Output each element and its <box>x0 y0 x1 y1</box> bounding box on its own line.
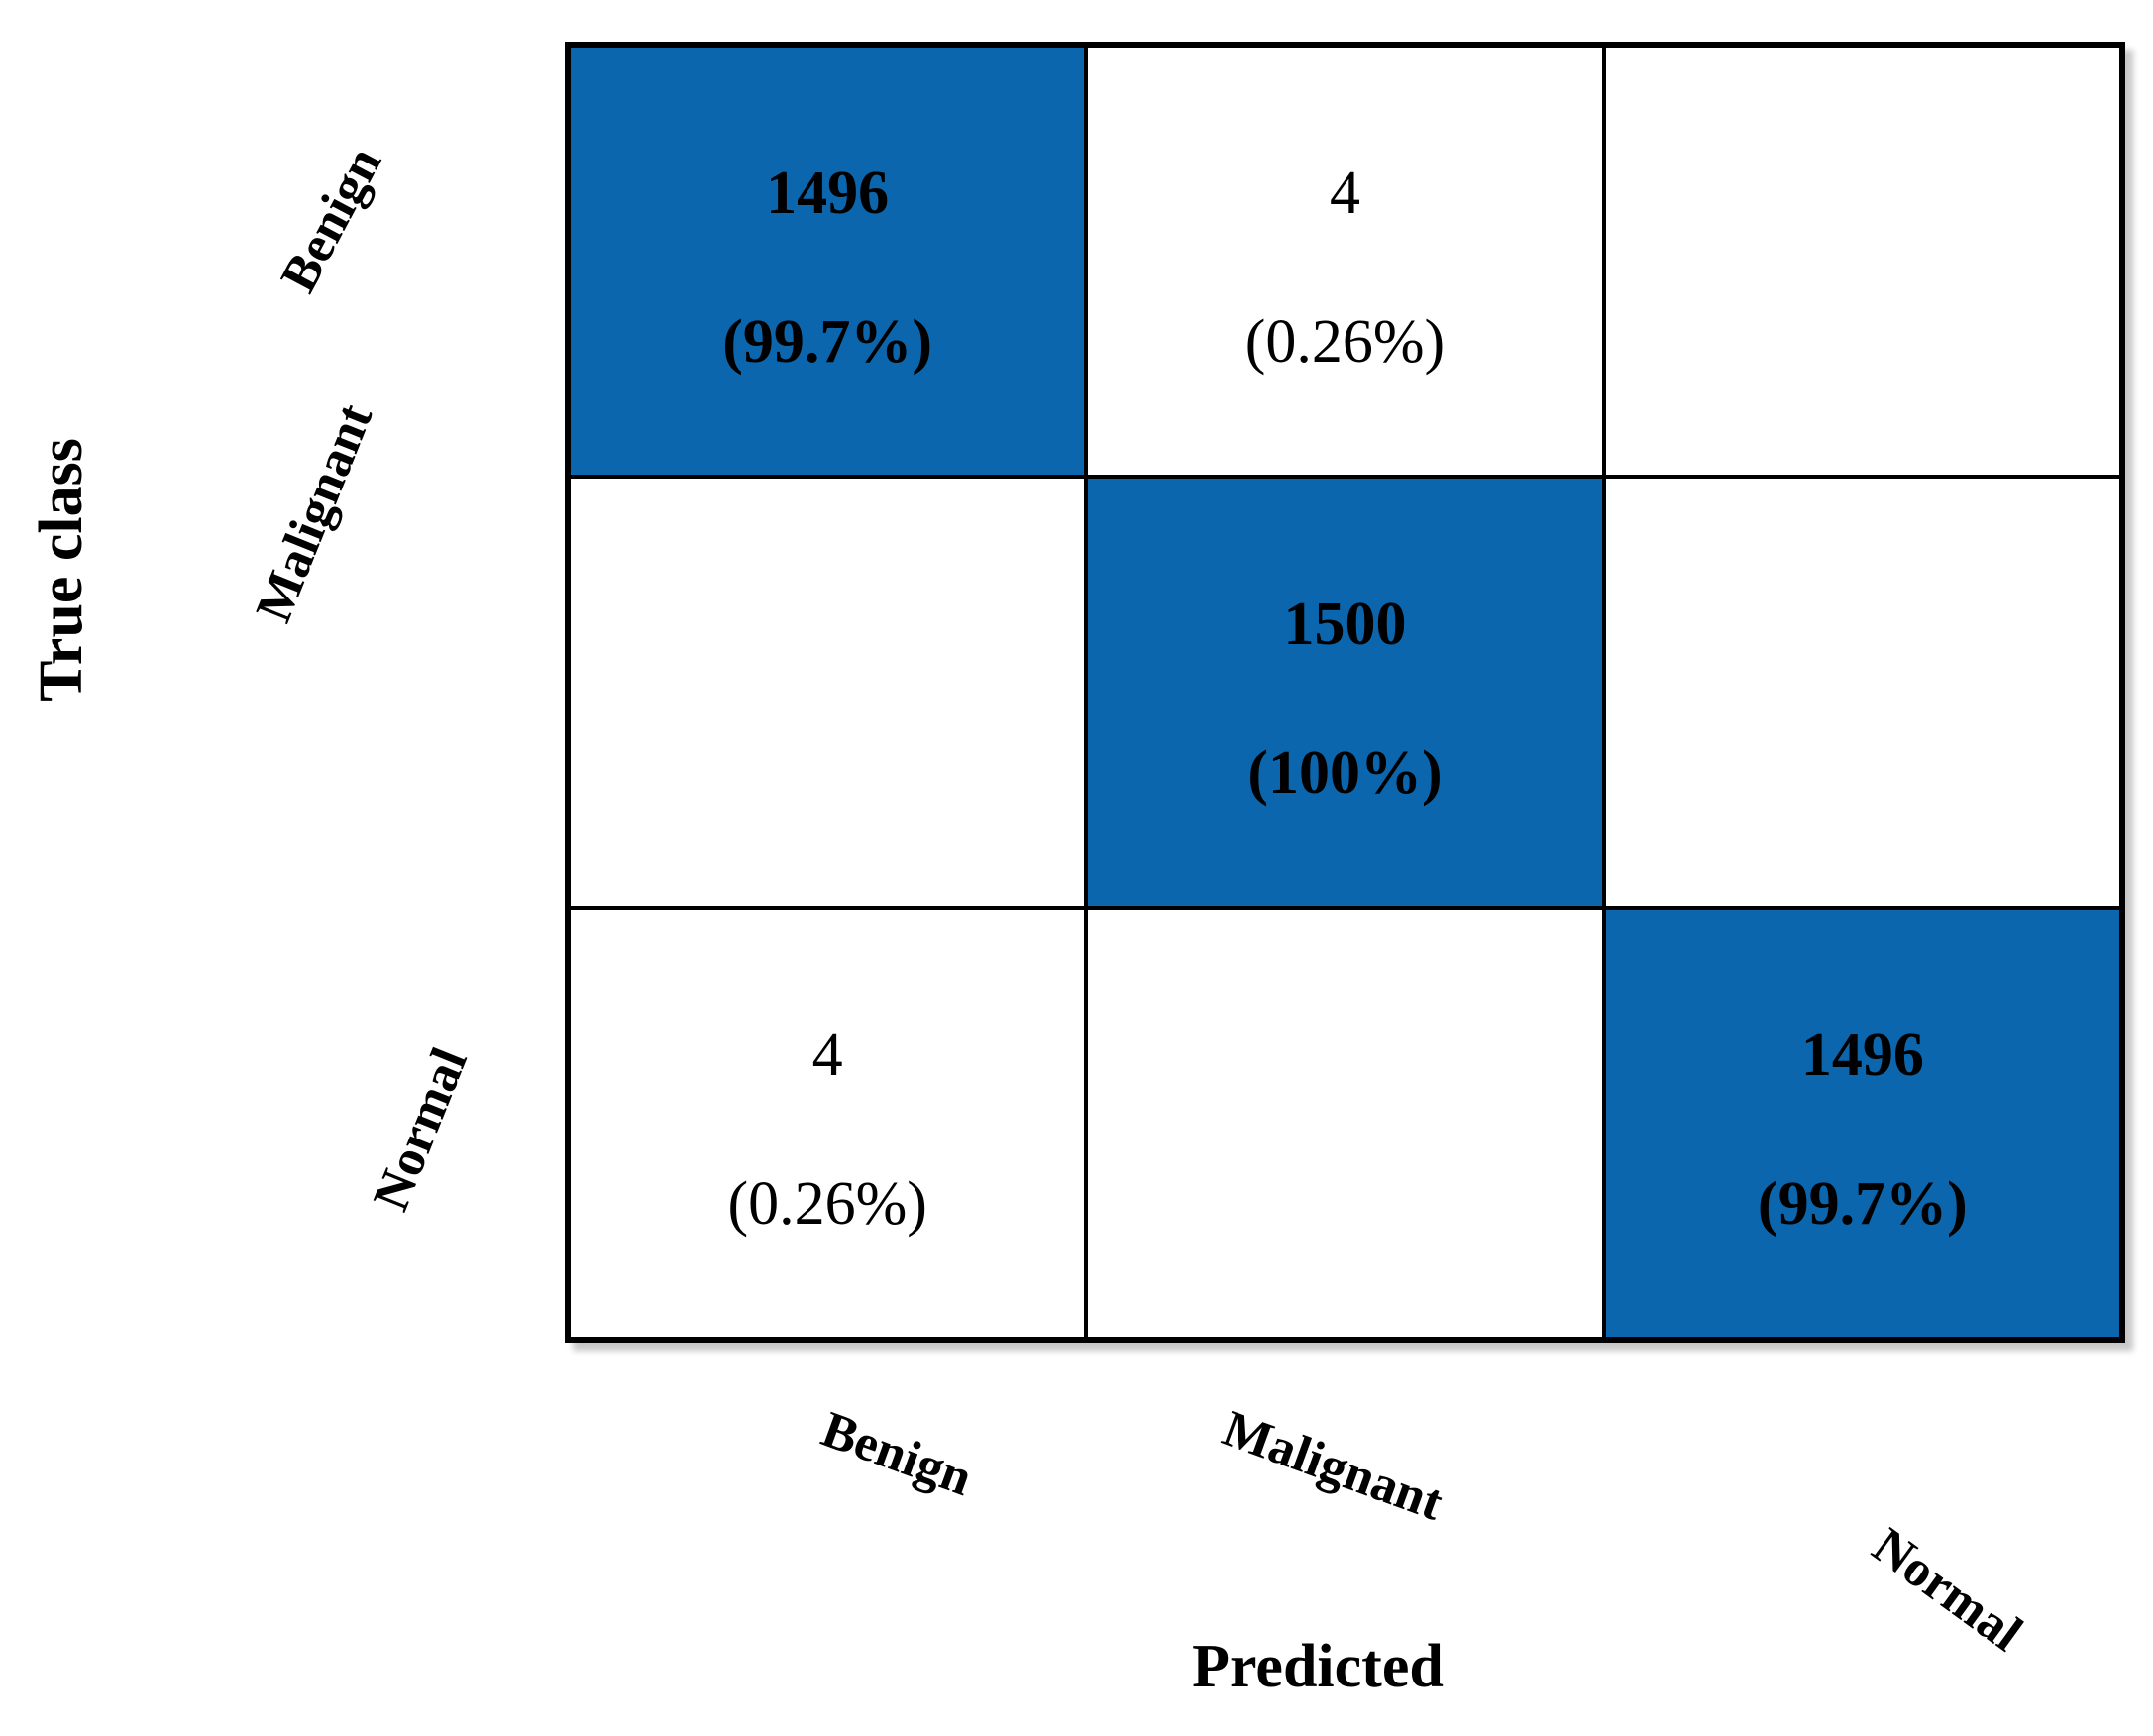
cell-count: 1496 <box>766 159 890 227</box>
matrix-cell-true-normal-pred-malignant <box>1086 908 1604 1339</box>
cell-percent: (0.26%) <box>1244 308 1446 377</box>
x-tick-benign: Benign <box>814 1401 980 1507</box>
x-tick-normal: Normal <box>1862 1517 2032 1663</box>
matrix-cell-true-normal-pred-benign: 4 (0.26%) <box>569 908 1087 1339</box>
x-tick-malignant: Malignant <box>1215 1400 1451 1532</box>
y-tick-normal: Normal <box>363 1040 479 1219</box>
cell-percent: (100%) <box>1247 739 1443 808</box>
cell-count: 1500 <box>1283 590 1407 658</box>
matrix-cell-true-normal-pred-normal: 1496 (99.7%) <box>1603 908 2121 1339</box>
cell-percent: (99.7%) <box>722 308 933 377</box>
cell-count: 4 <box>1329 159 1360 227</box>
cell-percent: (0.26%) <box>727 1170 927 1239</box>
matrix-cell-true-benign-pred-benign: 1496 (99.7%) <box>569 46 1087 477</box>
cell-percent: (99.7%) <box>1757 1170 1968 1239</box>
matrix-grid: 1496 (99.7%) 4 (0.26%) 1500 (100%) 4 (0.… <box>565 42 2125 1343</box>
x-axis-title: Predicted <box>1192 1633 1444 1700</box>
matrix-cell-true-malignant-pred-normal <box>1603 477 2121 908</box>
matrix-cell-true-benign-pred-malignant: 4 (0.26%) <box>1086 46 1604 477</box>
matrix-cell-true-malignant-pred-malignant: 1500 (100%) <box>1086 477 1604 908</box>
cell-count: 1496 <box>1800 1021 1924 1089</box>
y-tick-benign: Benign <box>269 138 393 302</box>
matrix-cell-true-malignant-pred-benign <box>569 477 1087 908</box>
y-axis-title: True class <box>28 438 95 702</box>
cell-count: 4 <box>811 1021 843 1089</box>
matrix-cell-true-benign-pred-normal <box>1603 46 2121 477</box>
y-tick-malignant: Malignant <box>245 395 384 630</box>
